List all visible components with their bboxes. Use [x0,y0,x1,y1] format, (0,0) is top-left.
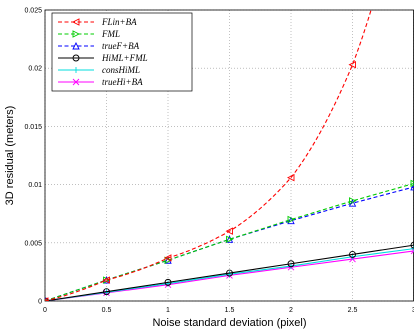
legend-entry: trueHi+BA [58,77,143,87]
y-tick-label: 0.01 [28,182,42,189]
legend-label: HiML+FML [101,53,148,63]
series-point-marker [348,60,356,69]
legend-marker [73,67,79,73]
series-line [45,244,414,301]
x-tick-label: 1.5 [225,307,235,314]
series-point-marker [102,276,110,284]
x-tick-label: 2.5 [348,307,358,314]
series-point-marker [225,227,233,235]
x-tick-label: 3 [412,307,414,314]
x-tick-label: 0.5 [102,307,112,314]
series-point-marker [226,269,233,277]
series-point-marker [164,256,173,264]
series-line [45,10,372,301]
series-point-marker [349,250,356,258]
series-point-marker [286,173,295,182]
series-point-marker [163,254,172,262]
y-axis-label: 3D residual (meters) [4,106,16,206]
legend: FLin+BA FML trueF+BA HiML+FML consHiML trueHi… [51,12,193,92]
legend-marker [71,18,80,26]
x-tick-label: 1 [166,307,170,314]
y-tick-label: 0.025 [24,8,42,15]
series-point-marker [410,182,414,191]
series-layer [45,10,414,301]
x-axis-label: Noise standard deviation (pixel) [152,317,306,329]
series-point-marker [287,215,296,224]
legend-label: FLin+BA [101,17,137,27]
y-tick-label: 0.005 [24,240,42,247]
legend-label: FML [101,29,120,39]
series-point-marker [410,241,414,249]
y-tick-label: 0.02 [28,66,42,73]
legend-box [51,12,193,92]
legend-entry: HiML+FML [58,53,148,63]
x-axis-ticks: 0 0.5 1 1.5 2 2.5 3 [43,307,414,314]
y-axis-ticks: 0 0.005 0.01 0.015 0.02 0.025 [24,8,42,306]
series-point-marker [287,260,295,268]
x-tick-label: 0 [43,307,47,314]
legend-marker [72,30,81,38]
series-point-marker [103,288,110,296]
series-conshiml [45,245,414,301]
legend-marker [72,78,80,86]
legend-marker [72,41,80,50]
legend-entry: trueF+BA [58,41,140,51]
series-himl-fml [45,241,414,301]
x-tick-label: 2 [289,307,293,314]
y-tick-label: 0 [38,299,42,306]
legend-label: trueHi+BA [102,77,143,87]
series-point-marker [226,235,234,244]
series-flin-ba [45,10,372,301]
series-point-marker [410,179,414,188]
series-truef-ba [45,182,414,301]
y-tick-label: 0.015 [24,124,42,131]
series-point-marker [164,278,172,286]
legend-label: consHiML [102,65,140,75]
legend-entry: FLin+BA [58,17,137,27]
legend-label: trueF+BA [102,41,140,51]
series-point-marker [411,245,414,252]
series-point-marker [349,197,357,205]
legend-entry: consHiML [58,65,140,75]
legend-marker [72,54,80,62]
legend-entry: FML [58,29,120,39]
